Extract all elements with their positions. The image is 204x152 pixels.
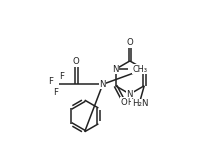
Text: N: N bbox=[100, 80, 106, 89]
Text: O: O bbox=[126, 38, 133, 47]
Text: O: O bbox=[72, 57, 79, 66]
Text: O: O bbox=[120, 98, 127, 107]
Text: N: N bbox=[127, 90, 133, 99]
Text: F: F bbox=[60, 71, 65, 81]
Text: F: F bbox=[53, 88, 58, 97]
Text: N: N bbox=[112, 65, 119, 74]
Text: H₂N: H₂N bbox=[132, 99, 148, 108]
Text: H: H bbox=[128, 98, 134, 107]
Text: F: F bbox=[48, 77, 53, 86]
Text: CH₃: CH₃ bbox=[132, 65, 147, 74]
